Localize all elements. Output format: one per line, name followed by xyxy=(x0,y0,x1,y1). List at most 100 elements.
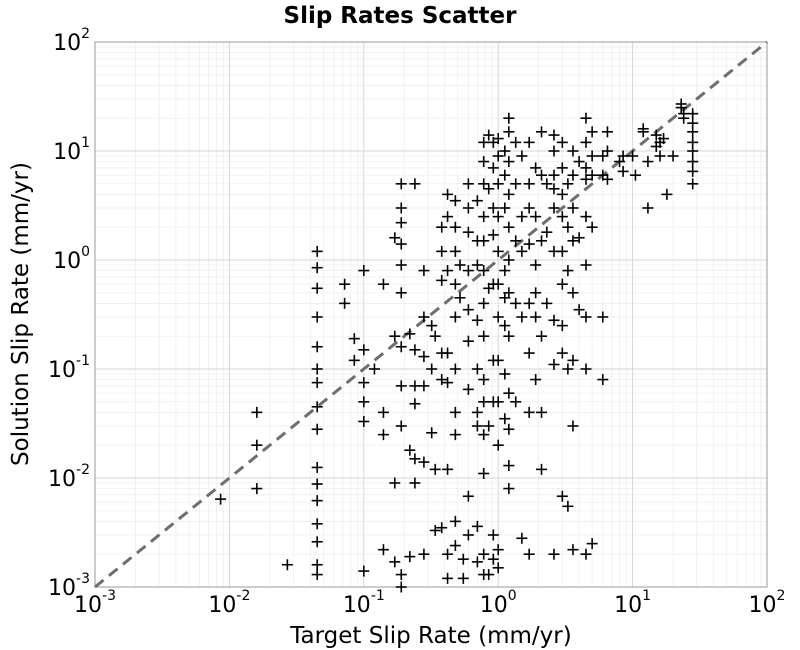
data-point xyxy=(311,262,323,274)
data-point xyxy=(471,195,483,207)
data-point xyxy=(523,238,535,250)
data-point xyxy=(503,126,515,138)
data-point xyxy=(487,202,499,214)
data-point xyxy=(530,287,542,299)
data-point xyxy=(548,314,560,326)
x-tick-label: 102 xyxy=(749,588,786,618)
data-point xyxy=(462,202,474,214)
data-point xyxy=(523,406,535,418)
data-point xyxy=(580,136,592,148)
data-point xyxy=(548,145,560,157)
data-point xyxy=(395,217,407,229)
data-point xyxy=(471,420,483,432)
y-tick-label: 101 xyxy=(53,135,90,165)
data-point xyxy=(377,406,389,418)
data-point xyxy=(449,195,461,207)
data-point xyxy=(580,162,592,174)
data-point xyxy=(530,162,542,174)
data-point xyxy=(454,292,466,304)
data-point xyxy=(562,265,574,277)
data-point xyxy=(503,460,515,472)
data-point xyxy=(251,483,263,495)
data-point xyxy=(478,235,490,247)
data-point xyxy=(580,112,592,124)
data-point xyxy=(562,363,574,375)
data-point xyxy=(492,211,504,223)
data-point xyxy=(503,423,515,435)
data-point xyxy=(567,202,579,214)
data-point xyxy=(429,330,441,342)
data-point xyxy=(409,453,421,465)
data-point xyxy=(215,493,227,505)
data-point xyxy=(418,380,430,392)
data-point xyxy=(311,569,323,581)
data-point xyxy=(580,211,592,223)
data-point xyxy=(586,150,598,162)
x-tick-label: 10-1 xyxy=(343,588,385,618)
y-tick-label: 10-2 xyxy=(48,462,90,492)
data-point xyxy=(358,344,370,356)
data-point xyxy=(377,429,389,441)
data-point xyxy=(454,259,466,271)
data-point xyxy=(580,259,592,271)
y-tick-labels: 10-3 10-2 10-1 100 101 102 xyxy=(48,26,90,601)
data-point xyxy=(556,211,568,223)
data-point xyxy=(658,133,670,145)
data-point xyxy=(510,297,522,309)
data-point xyxy=(629,169,641,181)
data-point xyxy=(556,188,568,200)
data-point xyxy=(449,278,461,290)
data-point xyxy=(478,297,490,309)
data-point xyxy=(418,311,430,323)
data-point xyxy=(503,287,515,299)
data-point xyxy=(667,150,679,162)
data-point xyxy=(580,311,592,323)
data-point xyxy=(503,254,515,266)
data-point xyxy=(311,461,323,473)
data-point xyxy=(478,467,490,479)
data-point xyxy=(483,183,495,195)
data-point xyxy=(580,173,592,185)
data-point xyxy=(404,444,416,456)
data-point xyxy=(311,478,323,490)
data-point xyxy=(478,136,490,148)
data-point xyxy=(311,377,323,389)
data-point xyxy=(573,304,585,316)
data-point xyxy=(449,245,461,257)
y-axis-label: Solution Slip Rate (mm/yr) xyxy=(8,162,34,466)
data-point xyxy=(436,274,448,286)
data-point xyxy=(442,347,454,359)
data-point xyxy=(567,145,579,157)
data-point xyxy=(523,347,535,359)
data-point xyxy=(650,129,662,141)
data-point xyxy=(426,320,438,332)
data-point xyxy=(586,126,598,138)
data-point xyxy=(442,463,454,475)
data-point xyxy=(597,311,609,323)
data-point xyxy=(483,420,495,432)
data-point xyxy=(436,221,448,233)
data-point xyxy=(395,287,407,299)
data-point xyxy=(530,374,542,386)
data-point xyxy=(409,344,421,356)
data-point xyxy=(687,108,699,120)
data-point xyxy=(483,129,495,141)
data-point xyxy=(487,553,499,565)
data-point xyxy=(281,559,293,571)
data-point xyxy=(567,235,579,247)
data-point xyxy=(395,420,407,432)
data-point xyxy=(478,548,490,560)
data-point xyxy=(492,354,504,366)
data-point xyxy=(510,235,522,247)
data-point xyxy=(462,304,474,316)
data-point xyxy=(541,297,553,309)
data-point xyxy=(471,520,483,532)
data-point xyxy=(530,311,542,323)
data-point xyxy=(601,126,613,138)
data-point xyxy=(395,581,407,593)
y-tick-label: 102 xyxy=(53,26,90,56)
data-point xyxy=(556,136,568,148)
data-point xyxy=(556,278,568,290)
data-point xyxy=(492,278,504,290)
